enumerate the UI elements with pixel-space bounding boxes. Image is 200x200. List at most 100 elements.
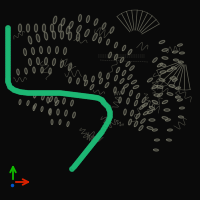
Polygon shape: [20, 90, 24, 94]
Polygon shape: [94, 19, 98, 25]
Polygon shape: [6, 76, 10, 80]
Polygon shape: [62, 91, 66, 96]
Polygon shape: [147, 110, 153, 114]
Polygon shape: [90, 95, 94, 99]
Polygon shape: [86, 94, 90, 99]
Polygon shape: [92, 140, 96, 144]
Polygon shape: [102, 23, 106, 29]
Polygon shape: [173, 51, 177, 53]
Polygon shape: [46, 91, 50, 95]
Polygon shape: [141, 119, 145, 123]
Polygon shape: [88, 145, 92, 149]
Polygon shape: [91, 141, 95, 146]
Polygon shape: [58, 91, 62, 95]
Polygon shape: [167, 93, 173, 95]
Polygon shape: [106, 120, 110, 124]
Polygon shape: [6, 63, 10, 68]
Polygon shape: [142, 103, 148, 107]
Polygon shape: [160, 71, 166, 73]
Polygon shape: [78, 93, 82, 98]
Polygon shape: [129, 119, 131, 125]
Polygon shape: [56, 47, 58, 53]
Polygon shape: [68, 64, 72, 70]
Polygon shape: [102, 101, 106, 105]
Polygon shape: [70, 92, 74, 97]
Polygon shape: [96, 135, 100, 139]
Polygon shape: [51, 120, 53, 124]
Polygon shape: [84, 80, 88, 86]
Polygon shape: [80, 94, 84, 98]
Polygon shape: [162, 57, 168, 59]
Polygon shape: [126, 62, 130, 66]
Polygon shape: [155, 139, 159, 141]
Polygon shape: [168, 129, 172, 131]
Polygon shape: [130, 90, 132, 96]
Polygon shape: [84, 150, 88, 154]
Polygon shape: [85, 29, 89, 37]
Polygon shape: [180, 52, 184, 54]
Polygon shape: [157, 93, 163, 97]
Polygon shape: [122, 88, 124, 94]
Polygon shape: [14, 88, 18, 93]
Polygon shape: [108, 112, 112, 117]
Polygon shape: [72, 93, 76, 97]
Polygon shape: [6, 68, 10, 73]
Polygon shape: [6, 80, 10, 84]
Polygon shape: [89, 143, 94, 148]
Polygon shape: [42, 24, 46, 32]
Polygon shape: [73, 112, 75, 118]
Polygon shape: [42, 94, 44, 100]
Polygon shape: [107, 107, 111, 112]
Polygon shape: [67, 122, 69, 126]
Polygon shape: [59, 120, 61, 124]
Polygon shape: [93, 138, 98, 143]
Polygon shape: [24, 49, 26, 55]
Polygon shape: [99, 72, 101, 78]
Polygon shape: [81, 153, 86, 158]
Polygon shape: [42, 91, 46, 95]
Polygon shape: [92, 95, 96, 100]
Polygon shape: [95, 136, 99, 141]
Polygon shape: [114, 54, 118, 60]
Polygon shape: [41, 107, 43, 111]
Polygon shape: [101, 127, 106, 132]
Polygon shape: [122, 45, 126, 51]
Polygon shape: [26, 91, 30, 95]
Polygon shape: [109, 52, 111, 58]
Polygon shape: [60, 31, 64, 39]
Polygon shape: [37, 58, 39, 64]
Polygon shape: [6, 56, 10, 60]
Polygon shape: [124, 84, 128, 88]
Polygon shape: [69, 77, 71, 83]
Polygon shape: [173, 79, 177, 81]
Polygon shape: [76, 33, 80, 41]
Polygon shape: [6, 58, 10, 63]
Polygon shape: [44, 91, 48, 95]
Polygon shape: [74, 93, 78, 97]
Polygon shape: [134, 121, 138, 127]
Polygon shape: [49, 68, 51, 74]
Polygon shape: [122, 70, 126, 76]
Polygon shape: [164, 109, 170, 111]
Polygon shape: [136, 93, 140, 99]
Polygon shape: [178, 99, 182, 101]
Polygon shape: [72, 165, 76, 169]
Polygon shape: [28, 91, 32, 95]
Polygon shape: [176, 96, 180, 98]
Polygon shape: [87, 146, 91, 151]
Polygon shape: [100, 130, 104, 134]
Polygon shape: [88, 95, 92, 99]
Polygon shape: [147, 127, 153, 129]
Polygon shape: [169, 85, 175, 87]
Polygon shape: [6, 53, 10, 58]
Polygon shape: [140, 105, 144, 109]
Polygon shape: [99, 131, 103, 136]
Polygon shape: [60, 91, 64, 95]
Polygon shape: [10, 86, 14, 91]
Polygon shape: [77, 78, 79, 84]
Polygon shape: [86, 16, 90, 22]
Polygon shape: [159, 40, 165, 44]
Polygon shape: [179, 61, 183, 63]
Polygon shape: [68, 92, 72, 96]
Polygon shape: [24, 91, 28, 95]
